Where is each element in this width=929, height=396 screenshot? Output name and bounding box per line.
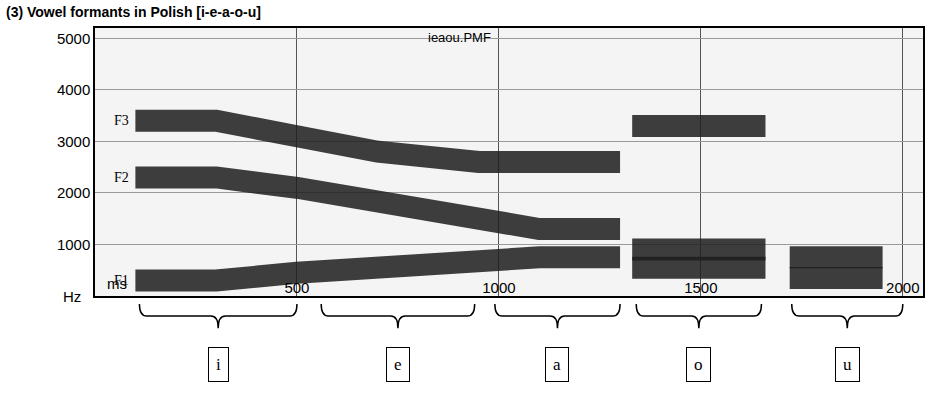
svg-text:F3: F3 [114,113,129,128]
svg-text:3000: 3000 [57,133,90,150]
svg-text:a: a [553,355,561,374]
svg-text:ms: ms [107,275,127,292]
svg-text:5000: 5000 [57,30,90,47]
svg-text:F1: F1 [114,273,129,288]
svg-text:e: e [394,355,402,374]
svg-text:ieaou.PMF: ieaou.PMF [428,30,491,45]
svg-text:500: 500 [284,279,309,296]
svg-text:1000: 1000 [482,279,515,296]
svg-text:1500: 1500 [684,279,717,296]
svg-text:4000: 4000 [57,81,90,98]
svg-text:i: i [216,355,221,374]
svg-text:Hz: Hz [63,288,81,305]
svg-text:2000: 2000 [57,184,90,201]
svg-text:1000: 1000 [57,236,90,253]
svg-text:u: u [843,355,852,374]
svg-text:o: o [694,355,703,374]
svg-text:F2: F2 [114,170,129,185]
svg-text:(3) Vowel formants in Polish [: (3) Vowel formants in Polish [i-e-a-o-u] [6,4,261,20]
svg-text:2000: 2000 [886,279,919,296]
